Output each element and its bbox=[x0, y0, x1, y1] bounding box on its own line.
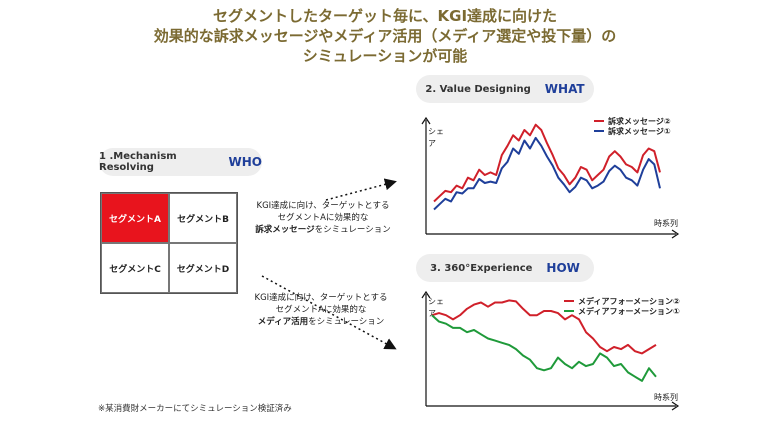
footnote: ※某消費財メーカーにてシミュレーション検証済み bbox=[98, 404, 292, 414]
experience-pill: 3. 360°Experience HOW bbox=[416, 254, 594, 282]
chart2-legend-label-2: メディアフォーメーション① bbox=[578, 306, 680, 316]
message-desc-line-1: KGI達成に向け、ターゲットとする bbox=[256, 201, 390, 211]
chart2-series-2-line bbox=[431, 314, 657, 382]
title-line-2: 効果的な訴求メッセージやメディア活用（メディア選定や投下量）の bbox=[153, 27, 617, 45]
chart1-series-1-line bbox=[433, 123, 661, 203]
segment-grid: セグメントA セグメントB セグメントC セグメントD bbox=[100, 192, 238, 294]
message-desc-bold: 訴求メッセージ bbox=[255, 225, 315, 235]
message-desc-line-2: セグメントAに効果的な bbox=[277, 213, 369, 223]
chart2-x-arrow bbox=[671, 401, 680, 411]
message-desc-tail: をシミュレーション bbox=[314, 225, 391, 235]
chart1-legend-label-2: 訴求メッセージ① bbox=[608, 126, 671, 136]
media-desc-line-1: KGI達成に向け、ターゲットとする bbox=[254, 293, 388, 303]
title-line-1: セグメントしたターゲット毎に、KGI達成に向けた bbox=[212, 7, 558, 25]
chart1-legend-label-1: 訴求メッセージ② bbox=[608, 116, 671, 126]
page-title: セグメントしたターゲット毎に、KGI達成に向けた 効果的な訴求メッセージやメディ… bbox=[0, 6, 770, 66]
segment-c-cell: セグメントC bbox=[101, 243, 169, 293]
chart1-xlabel: 時系列 bbox=[654, 218, 678, 228]
media-desc-line-2: セグメントAに効果的な bbox=[275, 305, 367, 315]
mechanism-keyword: WHO bbox=[228, 155, 262, 169]
experience-keyword: HOW bbox=[546, 261, 580, 275]
chart1-ylabel-2: ア bbox=[428, 139, 436, 148]
chart1-series-2-line bbox=[433, 136, 661, 211]
experience-label: 3. 360°Experience bbox=[430, 262, 533, 274]
chart1-ylabel-1: シェ bbox=[428, 127, 444, 136]
chart1-x-arrow bbox=[671, 229, 680, 239]
title-line-3: シミュレーションが可能 bbox=[302, 47, 468, 65]
chart2-xlabel: 時系列 bbox=[654, 392, 678, 402]
segment-b-cell: セグメントB bbox=[169, 193, 237, 243]
segment-d-cell: セグメントD bbox=[169, 243, 237, 293]
chart2-legend-label-1: メディアフォーメーション② bbox=[578, 296, 680, 306]
message-description: KGI達成に向け、ターゲットとする セグメントAに効果的な 訴求メッセージをシミ… bbox=[248, 200, 398, 236]
chart1-y-arrow bbox=[421, 116, 431, 125]
arrow-to-what bbox=[325, 178, 397, 201]
value-pill: 2. Value Designing WHAT bbox=[416, 75, 594, 103]
segment-a-cell: セグメントA bbox=[101, 193, 169, 243]
chart2-ylabel-1: シェ bbox=[428, 297, 444, 306]
mechanism-pill: 1 .Mechanism Resolving WHO bbox=[99, 148, 262, 176]
value-label: 2. Value Designing bbox=[425, 83, 531, 95]
chart2-y-arrow bbox=[421, 290, 431, 299]
media-desc-bold: メディア活用 bbox=[257, 317, 309, 327]
chart2-series-1-line bbox=[431, 299, 657, 355]
chart2-ylabel-2: ア bbox=[428, 309, 436, 318]
mechanism-label: 1 .Mechanism Resolving bbox=[99, 151, 177, 173]
arrow-to-how bbox=[261, 275, 397, 350]
value-keyword: WHAT bbox=[544, 82, 585, 96]
message-desc-line-3: 訴求メッセージをシミュレーション bbox=[248, 224, 398, 236]
